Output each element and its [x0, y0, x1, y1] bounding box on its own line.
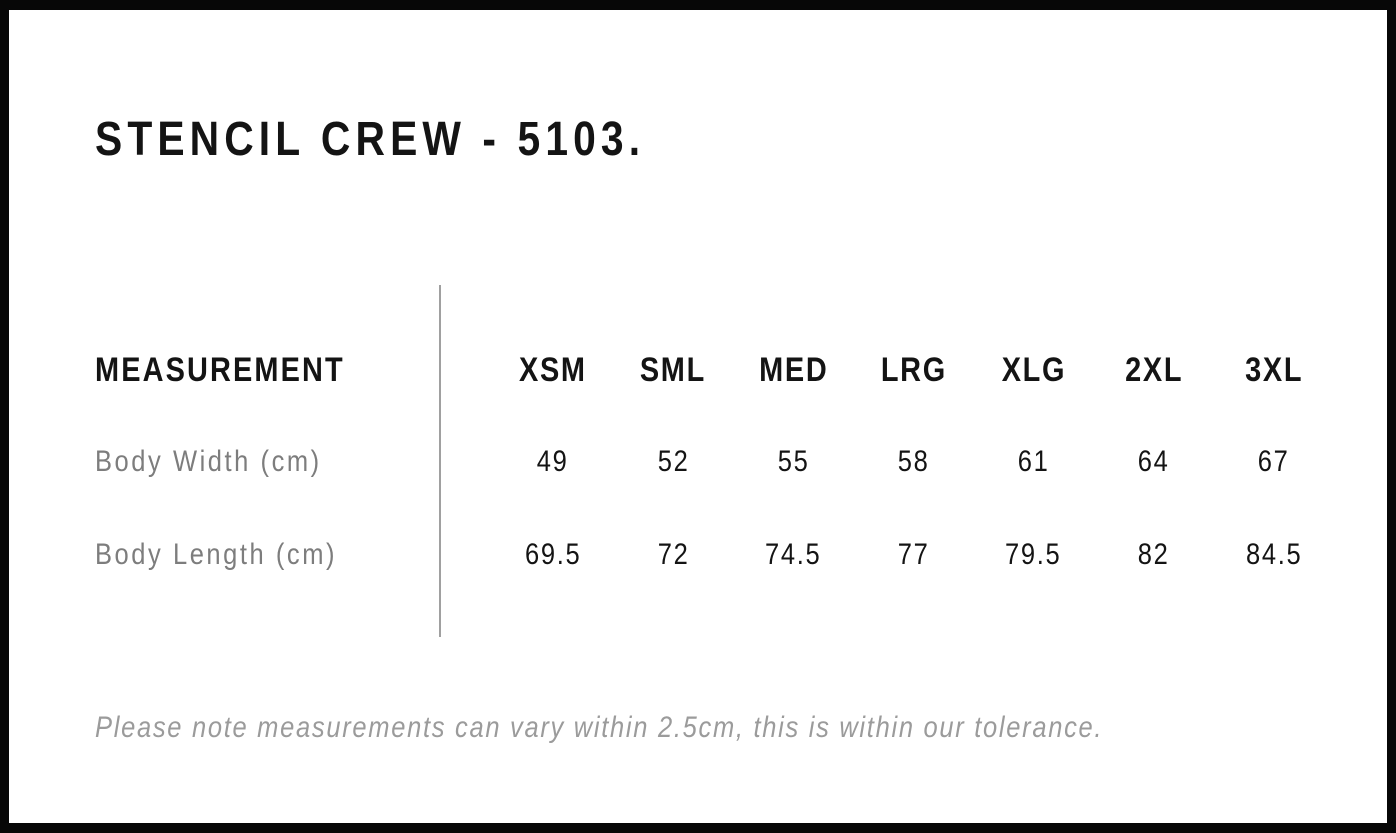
table-row-body-length: Body Length (cm) 69.5 72 74.5 77 79.5 82…	[95, 538, 1334, 572]
size-header-2xl: 2XL	[1124, 351, 1183, 389]
body-width-sml: 52	[657, 445, 690, 478]
measurement-column-header-cell: MEASUREMENT	[95, 351, 440, 390]
row-label: Body Length (cm)	[95, 538, 338, 571]
table-row-body-width: Body Width (cm) 49 52 55 58 61 64 67	[95, 445, 1334, 479]
size-header-sml: SML	[640, 351, 707, 389]
size-header-cells: XSM SML MED LRG XLG 2XL 3XL	[440, 351, 1334, 390]
body-length-lrg: 77	[897, 538, 930, 571]
size-header-3xl: 3XL	[1244, 351, 1303, 389]
tolerance-note-text: Please note measurements can vary within…	[95, 711, 1104, 744]
measurement-column-header: MEASUREMENT	[95, 351, 345, 389]
body-width-3xl: 67	[1258, 445, 1290, 478]
row-value-cells: 49 52 55 58 61 64 67	[440, 445, 1334, 479]
size-header-lrg: LRG	[880, 351, 947, 389]
body-width-xlg: 61	[1017, 445, 1050, 478]
body-length-2xl: 82	[1137, 538, 1170, 571]
page-title-text: STENCIL CREW - 5103.	[95, 113, 646, 166]
size-header-xsm: XSM	[519, 351, 587, 389]
size-header-med: MED	[758, 351, 829, 389]
body-length-xlg: 79.5	[1005, 538, 1062, 571]
body-length-med: 74.5	[765, 538, 822, 571]
tolerance-note: Please note measurements can vary within…	[95, 711, 1281, 745]
size-header-xlg: XLG	[1001, 351, 1066, 389]
body-length-3xl: 84.5	[1245, 538, 1303, 571]
body-length-sml: 72	[657, 538, 690, 571]
body-width-xsm: 49	[537, 445, 569, 478]
row-label: Body Width (cm)	[95, 445, 322, 478]
table-vertical-divider	[439, 285, 441, 637]
page-title: STENCIL CREW - 5103.	[95, 112, 742, 167]
row-value-cells: 69.5 72 74.5 77 79.5 82 84.5	[440, 538, 1334, 572]
body-width-lrg: 58	[897, 445, 930, 478]
body-width-med: 55	[777, 445, 810, 478]
row-label-cell: Body Length (cm)	[95, 538, 440, 572]
body-width-2xl: 64	[1137, 445, 1170, 478]
row-label-cell: Body Width (cm)	[95, 445, 440, 479]
size-chart-header-row: MEASUREMENT XSM SML MED LRG XLG 2XL 3XL	[95, 351, 1334, 390]
body-length-xsm: 69.5	[524, 538, 582, 571]
